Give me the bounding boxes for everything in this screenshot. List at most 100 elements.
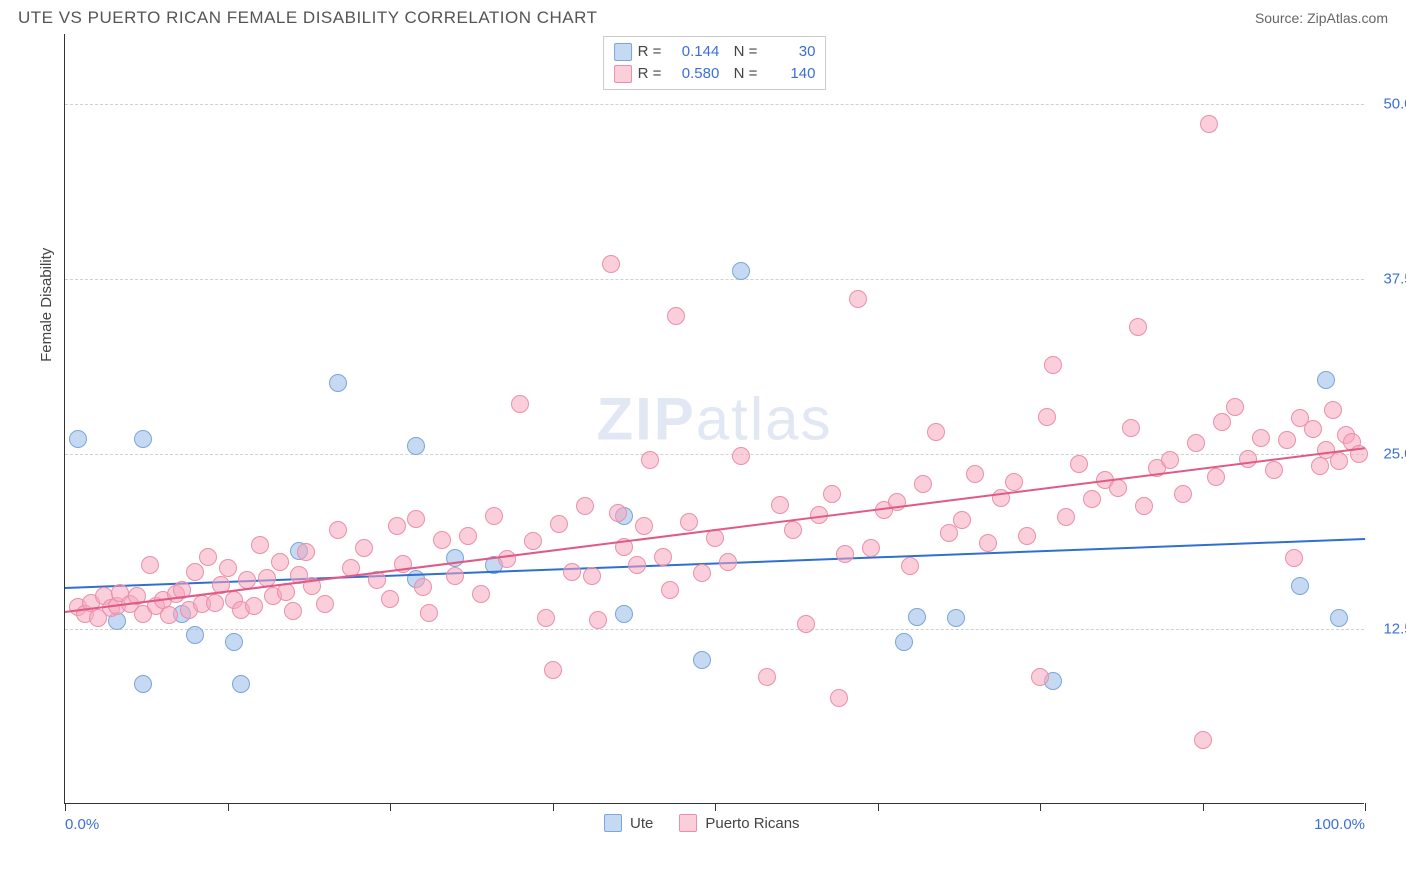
y-tick-label: 50.0% bbox=[1383, 96, 1406, 113]
scatter-point-pr bbox=[1129, 318, 1147, 336]
scatter-point-pr bbox=[199, 548, 217, 566]
scatter-point-pr bbox=[329, 521, 347, 539]
scatter-point-pr bbox=[271, 553, 289, 571]
scatter-point-pr bbox=[550, 515, 568, 533]
scatter-point-ute bbox=[693, 651, 711, 669]
scatter-point-pr bbox=[284, 602, 302, 620]
scatter-point-pr bbox=[498, 550, 516, 568]
scatter-point-pr bbox=[641, 451, 659, 469]
grid-line bbox=[65, 629, 1364, 630]
legend-N-value: 30 bbox=[763, 41, 815, 63]
legend-stat-row-pr: R =0.580 N =140 bbox=[614, 63, 816, 85]
legend-series: Ute Puerto Ricans bbox=[604, 814, 818, 832]
legend-stats: R =0.144 N =30R =0.580 N =140 bbox=[603, 36, 827, 90]
scatter-point-pr bbox=[901, 557, 919, 575]
scatter-point-pr bbox=[537, 609, 555, 627]
scatter-point-pr bbox=[245, 597, 263, 615]
watermark: ZIPatlas bbox=[596, 384, 832, 453]
scatter-point-pr bbox=[693, 564, 711, 582]
scatter-point-pr bbox=[1213, 413, 1231, 431]
scatter-point-pr bbox=[219, 559, 237, 577]
scatter-point-pr bbox=[1278, 431, 1296, 449]
legend-swatch bbox=[614, 65, 632, 83]
scatter-point-pr bbox=[953, 511, 971, 529]
x-tick-label: 0.0% bbox=[65, 816, 99, 833]
x-tick bbox=[1365, 803, 1366, 811]
scatter-point-pr bbox=[160, 606, 178, 624]
scatter-point-pr bbox=[1304, 420, 1322, 438]
scatter-point-pr bbox=[1330, 452, 1348, 470]
scatter-point-ute bbox=[225, 633, 243, 651]
scatter-point-pr bbox=[1226, 398, 1244, 416]
scatter-point-pr bbox=[1265, 461, 1283, 479]
scatter-point-pr bbox=[667, 307, 685, 325]
legend-R-label: R = bbox=[638, 63, 662, 85]
scatter-point-pr bbox=[1044, 356, 1062, 374]
legend-R-value: 0.580 bbox=[667, 63, 719, 85]
scatter-point-ute bbox=[329, 374, 347, 392]
scatter-point-pr bbox=[414, 578, 432, 596]
scatter-point-ute bbox=[69, 430, 87, 448]
legend-swatch bbox=[679, 814, 697, 832]
legend-series-name: Ute bbox=[630, 815, 653, 832]
scatter-point-pr bbox=[563, 563, 581, 581]
scatter-point-pr bbox=[1005, 473, 1023, 491]
scatter-point-pr bbox=[680, 513, 698, 531]
scatter-point-pr bbox=[602, 255, 620, 273]
scatter-point-pr bbox=[524, 532, 542, 550]
scatter-point-ute bbox=[732, 262, 750, 280]
scatter-point-pr bbox=[1070, 455, 1088, 473]
scatter-point-pr bbox=[1083, 490, 1101, 508]
scatter-point-pr bbox=[635, 517, 653, 535]
scatter-point-pr bbox=[784, 521, 802, 539]
x-tick bbox=[878, 803, 879, 811]
legend-stat-row-ute: R =0.144 N =30 bbox=[614, 41, 816, 63]
scatter-point-pr bbox=[583, 567, 601, 585]
scatter-point-pr bbox=[485, 507, 503, 525]
y-axis-label: Female Disability bbox=[38, 248, 55, 362]
scatter-point-pr bbox=[1285, 549, 1303, 567]
scatter-point-pr bbox=[706, 529, 724, 547]
scatter-point-pr bbox=[446, 567, 464, 585]
y-tick-label: 12.5% bbox=[1383, 621, 1406, 638]
scatter-point-ute bbox=[615, 605, 633, 623]
x-tick bbox=[390, 803, 391, 811]
scatter-point-pr bbox=[927, 423, 945, 441]
scatter-point-pr bbox=[979, 534, 997, 552]
legend-swatch bbox=[614, 43, 632, 61]
scatter-point-ute bbox=[908, 608, 926, 626]
scatter-point-pr bbox=[1194, 731, 1212, 749]
legend-N-value: 140 bbox=[763, 63, 815, 85]
scatter-point-pr bbox=[472, 585, 490, 603]
scatter-point-pr bbox=[381, 590, 399, 608]
plot-area: ZIPatlas R =0.144 N =30R =0.580 N =140 1… bbox=[64, 34, 1364, 804]
scatter-point-pr bbox=[797, 615, 815, 633]
scatter-point-pr bbox=[1200, 115, 1218, 133]
scatter-point-pr bbox=[1018, 527, 1036, 545]
scatter-point-pr bbox=[141, 556, 159, 574]
scatter-point-pr bbox=[732, 447, 750, 465]
scatter-point-pr bbox=[576, 497, 594, 515]
scatter-point-pr bbox=[1187, 434, 1205, 452]
scatter-point-pr bbox=[206, 594, 224, 612]
scatter-point-pr bbox=[719, 553, 737, 571]
x-tick bbox=[1040, 803, 1041, 811]
x-tick bbox=[1203, 803, 1204, 811]
chart-source: Source: ZipAtlas.com bbox=[1255, 10, 1388, 26]
regression-line-pr bbox=[65, 447, 1365, 613]
scatter-point-pr bbox=[1174, 485, 1192, 503]
scatter-point-ute bbox=[134, 430, 152, 448]
scatter-point-pr bbox=[1239, 450, 1257, 468]
scatter-point-pr bbox=[661, 581, 679, 599]
grid-line bbox=[65, 104, 1364, 105]
scatter-point-pr bbox=[1122, 419, 1140, 437]
legend-series-name: Puerto Ricans bbox=[705, 815, 799, 832]
scatter-point-pr bbox=[459, 527, 477, 545]
scatter-point-pr bbox=[511, 395, 529, 413]
scatter-point-pr bbox=[966, 465, 984, 483]
scatter-point-pr bbox=[1161, 451, 1179, 469]
scatter-point-pr bbox=[1057, 508, 1075, 526]
scatter-point-pr bbox=[433, 531, 451, 549]
scatter-point-pr bbox=[609, 504, 627, 522]
scatter-point-pr bbox=[589, 611, 607, 629]
